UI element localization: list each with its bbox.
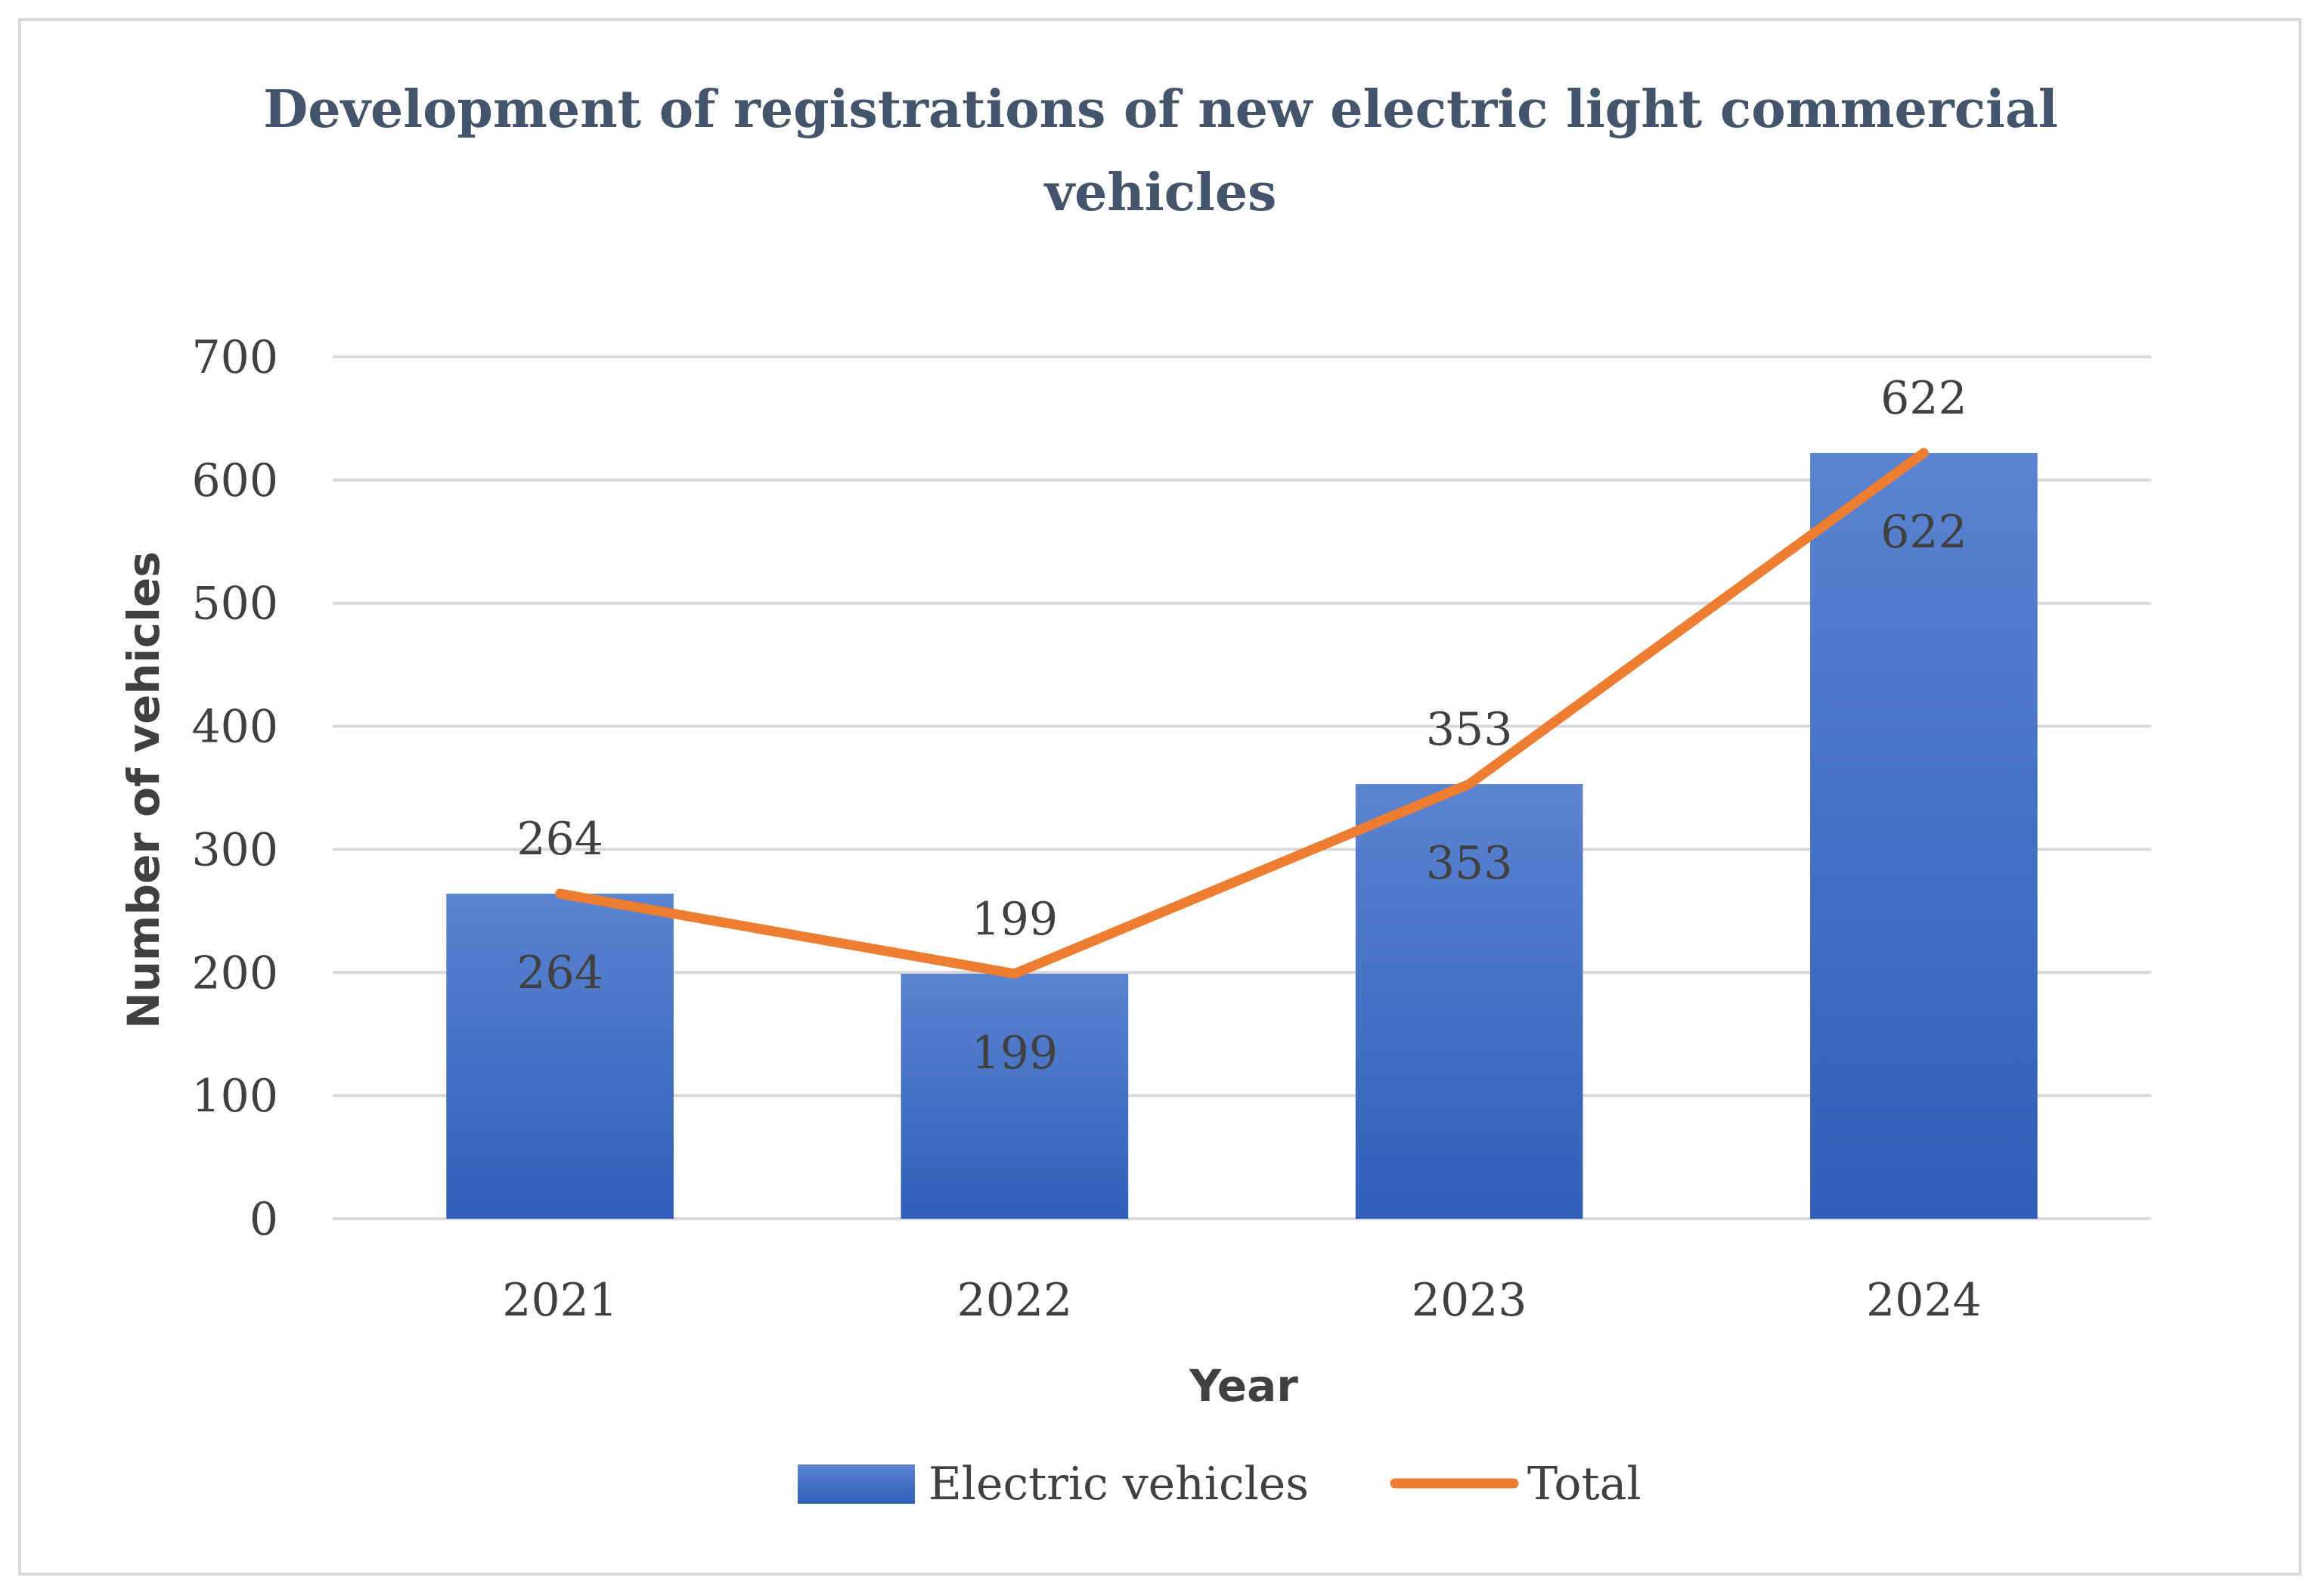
line-label-2023: 353 bbox=[1426, 703, 1513, 756]
y-tick-label-100: 100 bbox=[191, 1070, 278, 1123]
chart-title-line-1: Development of registrations of new elec… bbox=[263, 79, 2058, 140]
x-axis-title: Year bbox=[1189, 1360, 1298, 1412]
y-tick-label-600: 600 bbox=[191, 454, 278, 507]
bar-label-2021: 264 bbox=[516, 947, 603, 999]
y-tick-label-700: 700 bbox=[191, 331, 278, 384]
bar-label-2023: 353 bbox=[1426, 837, 1513, 890]
bar-2021 bbox=[446, 894, 674, 1219]
line-series bbox=[555, 448, 1929, 979]
x-tick-label-2021: 2021 bbox=[502, 1274, 618, 1327]
legend-swatch-electric-vehicles bbox=[798, 1464, 915, 1504]
legend-label-electric-vehicles: Electric vehicles bbox=[928, 1458, 1309, 1511]
x-tick-label-2022: 2022 bbox=[957, 1274, 1073, 1327]
chart-title-line-2: vehicles bbox=[1043, 163, 1277, 223]
x-tick-label-2024: 2024 bbox=[1866, 1274, 1982, 1327]
line-label-2022: 199 bbox=[972, 893, 1059, 946]
x-axis-ticks: 2021 2022 2023 2024 bbox=[502, 1274, 1981, 1327]
y-tick-label-500: 500 bbox=[191, 578, 278, 631]
y-tick-label-0: 0 bbox=[250, 1193, 278, 1246]
bar-label-2022: 199 bbox=[972, 1027, 1059, 1080]
bar-data-labels: 264 199 353 622 bbox=[516, 506, 1967, 1080]
y-axis-ticks: 0 100 200 300 400 500 600 700 bbox=[191, 331, 278, 1246]
line-total bbox=[555, 448, 1929, 979]
y-tick-label-200: 200 bbox=[191, 947, 278, 999]
y-tick-label-300: 300 bbox=[191, 823, 278, 876]
bar-2023 bbox=[1355, 784, 1583, 1219]
bar-2022 bbox=[901, 973, 1129, 1219]
legend-label-total: Total bbox=[1527, 1458, 1642, 1511]
line-data-labels: 264 199 353 622 bbox=[516, 372, 1967, 946]
bar-label-2024: 622 bbox=[1880, 506, 1967, 559]
bar-series bbox=[446, 453, 2038, 1219]
line-label-2021: 264 bbox=[516, 813, 603, 866]
bar-2024 bbox=[1810, 453, 2038, 1219]
y-axis-title: Number of vehicles bbox=[118, 551, 169, 1029]
legend: Electric vehicles Total bbox=[798, 1458, 1642, 1511]
y-tick-label-400: 400 bbox=[191, 701, 278, 754]
line-label-2024: 622 bbox=[1880, 372, 1967, 425]
x-tick-label-2023: 2023 bbox=[1412, 1274, 1527, 1327]
